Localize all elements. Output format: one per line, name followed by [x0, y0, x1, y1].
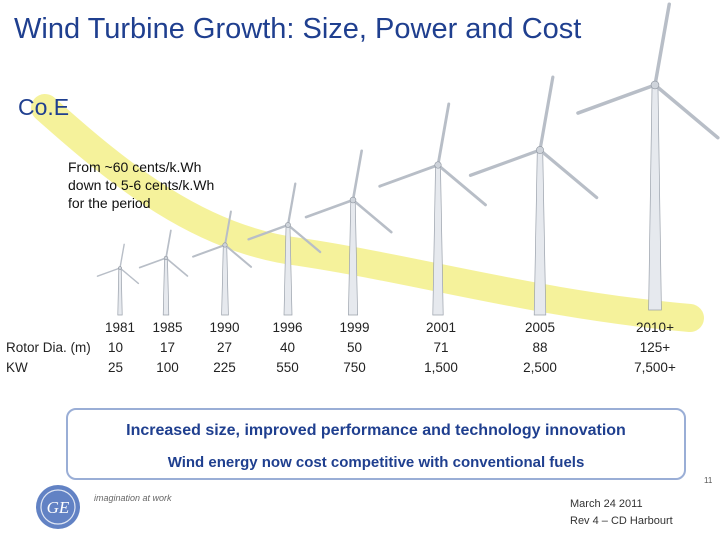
turbine-tower	[432, 164, 444, 316]
rotor-value: 17	[159, 340, 176, 355]
turbine-blade	[538, 148, 599, 200]
footer-info: March 24 2011 Rev 4 – CD Harbourt	[570, 496, 673, 530]
wind-turbine-icon	[378, 102, 487, 316]
wind-turbine-icon	[247, 182, 322, 316]
column-2001: 2001 71 1,500	[416, 318, 466, 378]
rotor-value: 27	[216, 340, 233, 355]
kw-value: 2,500	[523, 360, 557, 375]
turbine-tower	[348, 199, 358, 316]
kw-value: 225	[213, 360, 236, 375]
turbine-blade	[165, 257, 189, 277]
turbine-tower	[221, 244, 229, 316]
turbine-blade	[247, 223, 290, 241]
summary-headline: Increased size, improved performance and…	[126, 422, 626, 439]
rotor-value: 40	[279, 340, 296, 355]
column-1999: 1999 50 750	[332, 318, 377, 378]
turbine-blade	[96, 267, 121, 277]
column-1990: 1990 27 225	[202, 318, 247, 378]
turbine-blade	[468, 148, 542, 177]
rotor-value: 71	[433, 340, 449, 355]
turbine-hub	[650, 80, 660, 90]
turbine-blade	[224, 244, 253, 268]
page-number: 11	[704, 476, 713, 485]
summary-box: Increased size, improved performance and…	[66, 408, 686, 480]
turbine-hub	[434, 161, 442, 169]
turbine-hub	[163, 255, 169, 261]
kw-value: 550	[276, 360, 299, 375]
ge-logo-text: GE	[47, 498, 70, 517]
year-label: 1981	[104, 320, 136, 335]
year-label: 1996	[272, 320, 303, 335]
row-label-rotor: Rotor Dia. (m)	[6, 340, 91, 355]
turbine-blade	[351, 149, 363, 202]
turbine-tower	[117, 267, 123, 316]
summary-subline: Wind energy now cost competitive with co…	[167, 454, 585, 471]
cost-curve-band	[31, 94, 704, 332]
turbine-blade	[436, 163, 487, 207]
period-note: From ~60 cents/k.Wh down to 5-6 cents/k.…	[68, 159, 215, 211]
wind-turbine-icon	[468, 75, 599, 316]
turbine-blade	[436, 102, 451, 167]
column-2010: 2010+ 125+ 7,500+	[625, 318, 685, 378]
column-1996: 1996 40 550	[265, 318, 310, 378]
wind-turbine-icon	[304, 149, 393, 316]
turbine-hub	[285, 222, 291, 228]
year-label: 2005	[524, 320, 556, 335]
turbine-blade	[165, 229, 172, 259]
turbine-blade	[351, 198, 393, 234]
turbine-blade	[286, 223, 322, 254]
turbine-blade	[119, 267, 140, 285]
wind-turbine-icon	[576, 2, 720, 311]
column-1985: 1985 17 100	[145, 318, 190, 378]
footer-date: March 24 2011	[570, 498, 643, 510]
year-label: 1985	[152, 320, 183, 335]
turbine-blade	[576, 83, 657, 115]
ge-tagline: imagination at work	[94, 493, 172, 503]
turbine-blade	[286, 182, 297, 227]
column-1981: 1981 10 25	[100, 318, 140, 378]
turbine-hub	[222, 242, 228, 248]
row-label-kw: KW	[6, 360, 28, 375]
turbine-tower	[648, 84, 662, 311]
kw-value: 7,500+	[634, 360, 676, 375]
rotor-value: 88	[532, 340, 548, 355]
rotor-value: 10	[108, 340, 124, 355]
kw-value: 100	[156, 360, 179, 375]
year-label: 2010+	[636, 320, 674, 335]
ge-logo-icon: GE	[36, 485, 80, 529]
turbine-blade	[653, 83, 720, 140]
wind-turbine-icon	[96, 243, 140, 316]
column-2005: 2005 88 2,500	[515, 318, 565, 378]
year-label: 2001	[425, 320, 457, 335]
turbine-blade	[224, 210, 232, 246]
rotor-value: 50	[346, 340, 363, 355]
turbine-hub	[536, 146, 544, 154]
year-label: 1990	[209, 320, 240, 335]
turbine-blade	[653, 2, 671, 87]
rotor-value: 125+	[639, 340, 671, 355]
wind-turbine-icon	[192, 210, 253, 316]
turbine-blade	[304, 198, 355, 219]
turbine-blade	[138, 257, 167, 269]
turbine-blade	[119, 243, 125, 269]
turbine-blade	[538, 75, 555, 152]
turbine-hub	[118, 266, 122, 270]
kw-value: 750	[343, 360, 366, 375]
year-label: 1999	[339, 320, 370, 335]
slide-title: Wind Turbine Growth: Size, Power and Cos…	[14, 13, 582, 45]
footer-revision: Rev 4 – CD Harbourt	[570, 515, 673, 527]
kw-value: 25	[108, 360, 124, 375]
wind-turbine-icon	[138, 229, 189, 316]
turbine-blade	[192, 244, 226, 258]
turbine-tower	[533, 149, 547, 316]
coe-label: Co.E	[18, 94, 70, 120]
kw-value: 1,500	[424, 360, 458, 375]
turbine-hub	[349, 196, 357, 204]
turbine-tower	[162, 257, 170, 316]
turbine-blade	[378, 163, 440, 188]
